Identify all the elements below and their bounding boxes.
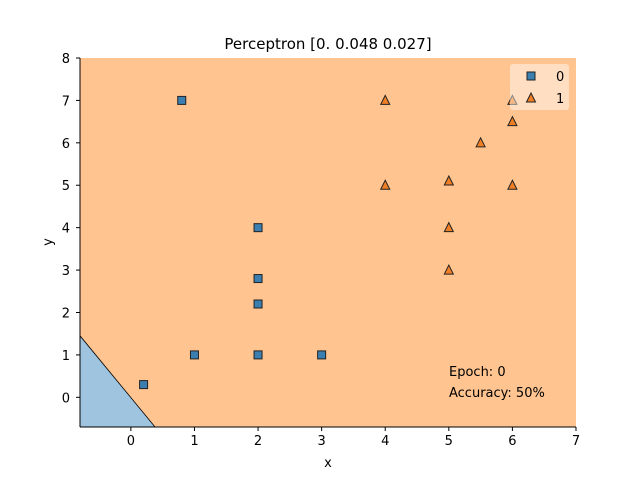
x-tick-label: 6: [508, 434, 516, 449]
decision-boundary-line: [79, 335, 156, 428]
x-tick-label: 7: [572, 434, 580, 449]
data-point-class-0: [189, 350, 199, 360]
data-point-class-1: [475, 136, 486, 148]
data-point-class-0: [317, 350, 327, 360]
data-point-class-1: [443, 221, 455, 233]
data-point-class-1: [507, 179, 518, 190]
data-point-class-0: [139, 380, 149, 390]
x-tick-label: 3: [318, 434, 326, 449]
data-point-class-0: [253, 350, 263, 360]
legend-box: [510, 64, 569, 110]
y-tick-label: 6: [62, 137, 70, 152]
data-point-class-1: [443, 174, 455, 186]
x-tick-label: 0: [127, 434, 135, 449]
x-tick-label: 4: [381, 434, 389, 449]
legend-marker-class-1: [525, 91, 537, 103]
data-point-class-1: [379, 94, 391, 105]
y-tick-label: 1: [62, 349, 70, 364]
legend-marker-class-0: [526, 71, 536, 81]
data-point-class-0: [177, 95, 187, 105]
y-tick-label: 4: [62, 222, 70, 237]
epoch-annotation: Epoch: 0: [449, 365, 506, 380]
data-point-class-0: [253, 223, 263, 233]
legend-label-class-1: 1: [556, 92, 564, 107]
chart-title: Perceptron [0. 0.048 0.027]: [224, 35, 431, 53]
y-tick-label: 3: [62, 264, 70, 279]
y-tick-label: 7: [62, 94, 70, 109]
x-tick-label: 2: [254, 434, 262, 449]
y-tick-label: 8: [62, 52, 70, 67]
y-axis-label: y: [41, 238, 56, 246]
y-tick-label: 5: [62, 179, 70, 194]
x-axis-label: x: [324, 456, 332, 471]
accuracy-annotation: Accuracy: 50%: [449, 386, 545, 401]
data-point-class-1: [443, 263, 455, 275]
annotations: Epoch: 0 Accuracy: 50%: [449, 365, 545, 401]
data-point-class-0: [253, 274, 263, 284]
data-point-class-0: [253, 299, 263, 309]
x-tick-label: 1: [190, 434, 198, 449]
data-point-class-1: [507, 115, 518, 127]
y-tick-label: 0: [62, 391, 70, 406]
legend: 01: [510, 64, 569, 110]
data-point-class-1: [379, 179, 391, 190]
legend-label-class-0: 0: [556, 70, 564, 85]
x-tick-label: 5: [445, 434, 453, 449]
y-tick-label: 2: [62, 306, 70, 321]
region-class-1: [80, 58, 576, 427]
data-point-class-1: [507, 94, 518, 105]
